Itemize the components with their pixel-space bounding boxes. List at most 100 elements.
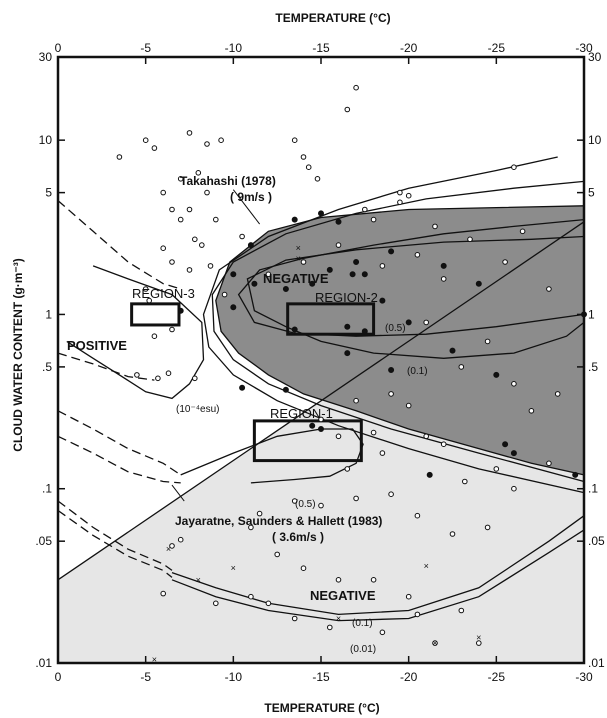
x-tick-label-bottom: -30 [575, 670, 593, 684]
data-point-filled [177, 307, 184, 314]
data-point-open [248, 524, 254, 531]
data-point-open [207, 263, 214, 269]
data-point-open [370, 216, 377, 223]
data-point-open [379, 450, 386, 456]
data-point-open [300, 154, 307, 160]
jayaratne-speed-label: ( 3.6m/s ) [272, 530, 324, 544]
contour-esu-label: (10⁻⁴esu) [176, 404, 219, 415]
data-point-open [344, 466, 351, 472]
data-point-filled [405, 319, 412, 326]
data-point-open [335, 577, 342, 583]
data-point-filled [475, 280, 482, 287]
data-point-open [192, 375, 198, 382]
data-point-open [177, 216, 184, 223]
data-point-filled [361, 271, 368, 278]
data-point-open [248, 593, 254, 600]
y-tick-label-left: .05 [35, 534, 52, 548]
data-point-open [397, 189, 403, 196]
y-tick-label-right: 1 [588, 307, 595, 321]
data-point-open [344, 106, 351, 113]
data-point-filled [247, 242, 254, 249]
data-point-filled [349, 271, 356, 278]
data-point-open [502, 259, 508, 265]
data-point-filled [282, 386, 289, 393]
data-point-open [484, 524, 491, 531]
data-point-open [397, 199, 403, 206]
data-point-open [160, 189, 166, 196]
data-point-open [186, 206, 193, 213]
jayaratne-boundary-line [57, 221, 585, 581]
data-point-open [405, 593, 412, 600]
x-tick-label-top: -20 [400, 41, 418, 55]
data-point-open [423, 319, 430, 326]
data-point-filled [388, 248, 395, 255]
x-tick-label-top: -30 [575, 41, 593, 55]
data-point-filled [426, 471, 433, 478]
data-point-filled [318, 210, 324, 217]
data-point-filled [440, 262, 447, 269]
data-point-open [134, 372, 140, 378]
data-point-open [458, 364, 465, 370]
data-point-open [511, 381, 517, 387]
data-point-cross: × [476, 633, 481, 643]
data-point-cross: × [231, 563, 236, 573]
data-point-filled [230, 304, 237, 311]
data-point-filled [335, 218, 342, 225]
data-point-open [370, 429, 377, 436]
y-tick-label-left: .1 [42, 482, 52, 496]
data-point-open [146, 297, 152, 304]
data-point-open [186, 130, 193, 136]
data-point-filled [449, 347, 456, 354]
data-point-open [484, 338, 491, 345]
data-point-open [204, 189, 210, 196]
data-point-open [177, 536, 184, 543]
x-tick-label-bottom: 0 [55, 670, 62, 684]
data-point-open [256, 510, 263, 517]
x-tick-label-top: 0 [55, 41, 62, 55]
contour-esu [66, 265, 205, 400]
x-tick-label-bottom: -20 [400, 670, 418, 684]
data-point-open [221, 291, 228, 298]
data-point-open [291, 615, 298, 622]
data-point-open [353, 84, 359, 91]
region-2-box [286, 302, 376, 336]
data-point-open [239, 233, 245, 240]
data-point-open [265, 271, 272, 278]
y-tick-label-right: .01 [588, 656, 605, 670]
dashed-boundary-4 [57, 435, 181, 484]
data-point-filled [361, 328, 368, 335]
region-2-label: REGION-2 [315, 290, 378, 305]
contour-01-upper [246, 235, 585, 359]
y-tick-label-left: 10 [39, 133, 53, 147]
data-point-filled [239, 384, 246, 391]
data-point-open [169, 206, 175, 213]
data-point-filled [251, 280, 258, 287]
contour-05-lower-label: (0.5) [295, 499, 316, 510]
dashed-boundary-5 [57, 500, 173, 571]
data-point-filled [493, 371, 500, 378]
data-point-open [388, 491, 394, 498]
region-1-box [252, 419, 363, 463]
data-point-open [160, 245, 166, 251]
data-point-open [274, 551, 281, 558]
data-point-open [379, 263, 386, 269]
data-point-filled [379, 297, 386, 304]
data-point-open [218, 137, 224, 143]
data-point-filled [502, 441, 509, 448]
data-point-cross: × [296, 253, 301, 263]
data-point-filled [291, 216, 298, 223]
dashed-boundary-3 [57, 410, 182, 476]
data-point-filled [309, 422, 316, 429]
x-tick-label-bottom: -5 [140, 670, 151, 684]
jayaratne-label: Jayaratne, Saunders & Hallett (1983) [175, 514, 382, 528]
data-point-open [177, 176, 184, 182]
jayaratne-pointer [171, 484, 185, 502]
data-point-open [318, 416, 324, 423]
data-point-open [511, 164, 517, 170]
data-point-open [546, 286, 552, 292]
data-point-open [467, 236, 473, 243]
data-point-filled [344, 323, 351, 330]
x-tick-label-bottom: -25 [488, 670, 506, 684]
data-point-open [169, 259, 175, 265]
